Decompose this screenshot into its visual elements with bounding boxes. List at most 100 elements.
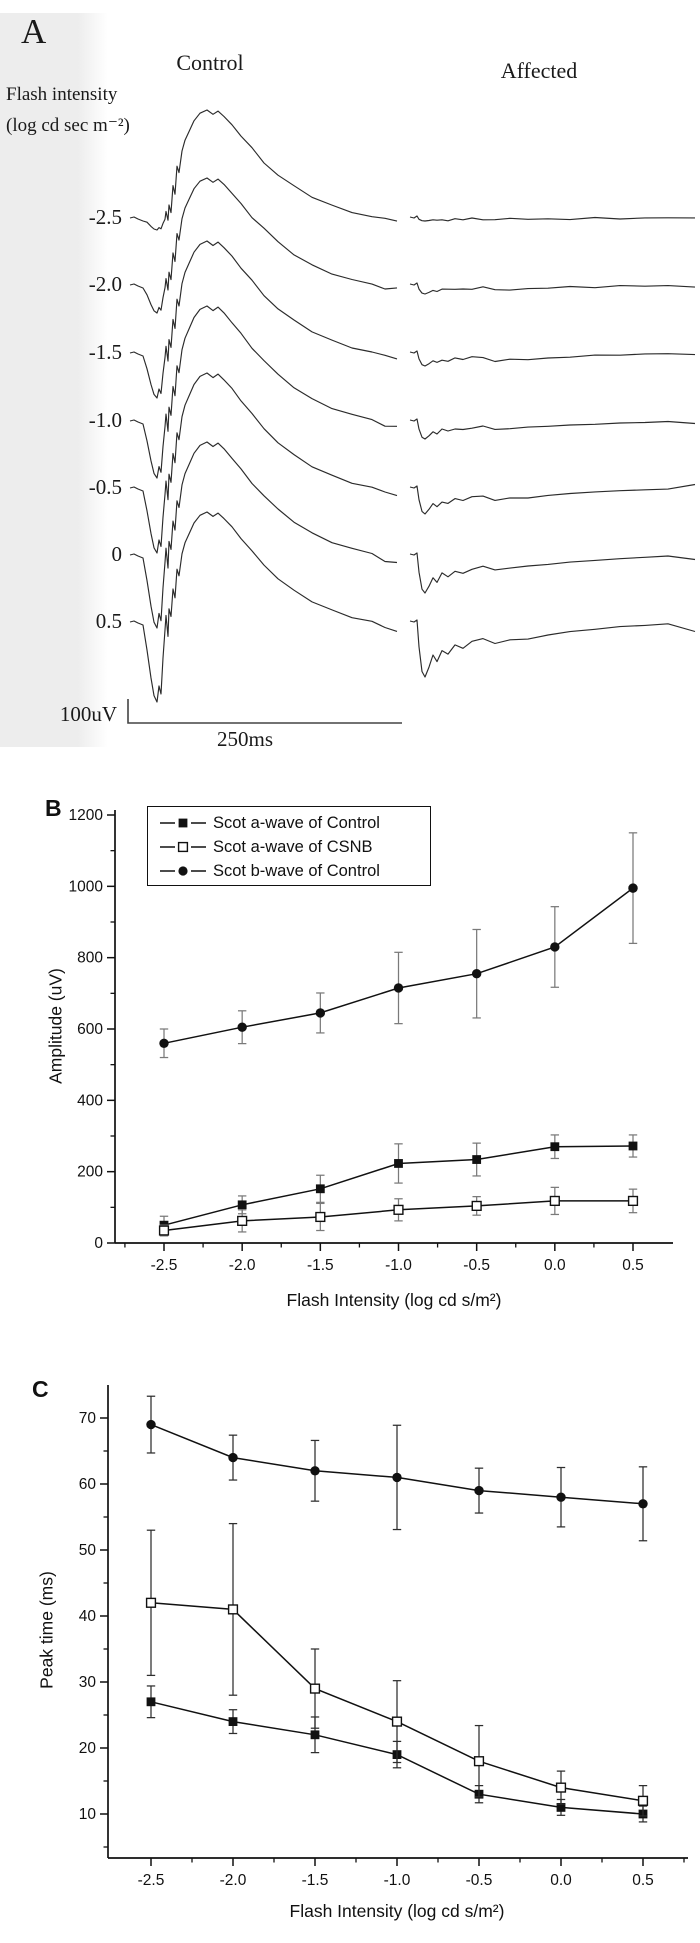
- control-trace-0: [129, 441, 398, 629]
- marker-filled-square: [228, 1717, 238, 1726]
- panel-b-label: B: [45, 795, 62, 821]
- marker-open-square: [158, 1225, 170, 1236]
- y-tick-label: 40: [79, 1608, 97, 1625]
- marker-open-square: [315, 1211, 326, 1223]
- x-tick-label: 0.0: [544, 1257, 566, 1274]
- marker-filled-circle: [228, 1452, 238, 1463]
- panel-c-y-axis-title: Peak time (ms): [36, 1571, 57, 1689]
- y-tick-label: 20: [79, 1740, 97, 1757]
- flash-intensity-row-label: -2.0: [88, 272, 122, 296]
- affected-column-title: Affected: [500, 58, 578, 83]
- control-trace--1.5: [129, 240, 398, 399]
- marker-open-square: [237, 1215, 248, 1226]
- marker-open-square: [549, 1195, 560, 1207]
- scale-bar: [127, 699, 402, 724]
- marker-filled-circle: [393, 983, 404, 993]
- flash-intensity-label-line1: Flash intensity: [6, 84, 118, 105]
- affected-trace--1.0: [409, 418, 696, 440]
- flash-intensity-row-label: -0.5: [88, 475, 122, 499]
- x-tick-label: -0.5: [463, 1257, 490, 1274]
- y-tick-label: 800: [77, 950, 103, 967]
- panel-b-legend: Scot a-wave of Control Scot a-wave of CSN…: [147, 806, 431, 886]
- x-tick-label: -1.0: [385, 1257, 412, 1274]
- marker-open-square: [471, 1200, 482, 1212]
- x-tick-label: -0.5: [466, 1872, 493, 1889]
- affected-trace--1.5: [409, 350, 696, 367]
- x-tick-label: 0.5: [622, 1257, 644, 1274]
- marker-filled-circle: [474, 1485, 484, 1496]
- legend-entry: Scot a-wave of Control: [160, 811, 430, 835]
- x-tick-label: -1.5: [307, 1257, 334, 1274]
- panel-c-label: C: [32, 1376, 49, 1402]
- flash-intensity-row-label: 0.5: [95, 609, 122, 633]
- marker-filled-circle: [159, 1038, 169, 1048]
- legend-entry: Scot b-wave of Control: [160, 859, 430, 883]
- legend-marker-filled-circle: [178, 866, 188, 876]
- marker-filled-square: [315, 1184, 325, 1194]
- affected-trace--0.5: [409, 483, 696, 515]
- marker-filled-circle: [310, 1466, 320, 1476]
- panel-a-gray-band: [0, 13, 108, 747]
- legend-marker-glyph: [160, 818, 206, 828]
- panel-a-traces-canvas: [127, 109, 696, 724]
- marker-filled-circle: [550, 942, 560, 952]
- affected-trace--2.5: [409, 215, 696, 222]
- voltage-scale-label: 100uV: [59, 702, 117, 726]
- x-tick-label: -2.5: [151, 1257, 178, 1274]
- marker-filled-square: [472, 1155, 482, 1164]
- affected-trace--2.0: [409, 282, 696, 295]
- x-tick-label: -2.0: [220, 1872, 247, 1889]
- panel-a-label: A: [21, 12, 47, 51]
- panel-c-chart-canvas: -2.5 -2.0 -1.5 -1.0 -0.5 0.0 0.5 10 20 30 40 50 60 70: [79, 1385, 688, 1889]
- marker-filled-circle: [471, 969, 482, 979]
- affected-trace-0.5: [409, 619, 696, 678]
- affected-trace-0: [409, 552, 696, 594]
- y-tick-label: 50: [79, 1542, 97, 1559]
- marker-open-square: [627, 1195, 639, 1207]
- legend-marker-filled-square: [178, 818, 188, 828]
- y-tick-label: 60: [79, 1476, 97, 1493]
- marker-filled-circle: [628, 883, 638, 893]
- marker-filled-circle: [237, 1022, 247, 1032]
- marker-filled-square: [556, 1803, 566, 1812]
- y-tick-label: 0: [94, 1235, 103, 1252]
- panel-c-x-axis-title: Flash Intensity (log cd s/m²): [289, 1901, 505, 1921]
- x-tick-label: 0.5: [632, 1872, 654, 1889]
- flash-intensity-row-label: -2.5: [88, 205, 122, 229]
- marker-filled-circle: [392, 1472, 402, 1483]
- marker-filled-square: [310, 1730, 320, 1740]
- flash-intensity-row-label: -1.5: [88, 340, 122, 364]
- legend-marker-glyph: [160, 841, 206, 853]
- marker-open-square: [637, 1795, 649, 1806]
- marker-filled-square: [550, 1142, 560, 1152]
- control-trace--2.5: [129, 109, 398, 231]
- x-tick-label: 0.0: [550, 1872, 572, 1889]
- marker-filled-square: [146, 1697, 156, 1707]
- control-column-title: Control: [176, 50, 244, 75]
- y-tick-label: 200: [77, 1164, 103, 1181]
- marker-filled-square: [394, 1159, 403, 1168]
- marker-open-square: [145, 1597, 157, 1608]
- marker-open-square: [473, 1756, 485, 1767]
- x-tick-label: -2.5: [138, 1872, 165, 1889]
- marker-filled-circle: [638, 1499, 648, 1509]
- marker-filled-square: [237, 1200, 247, 1210]
- marker-filled-square: [628, 1141, 638, 1151]
- y-tick-label: 10: [79, 1806, 97, 1823]
- x-tick-label: -1.0: [384, 1872, 411, 1889]
- legend-label: Scot a-wave of Control: [213, 813, 380, 832]
- marker-open-square: [309, 1683, 321, 1694]
- x-tick-label: -2.0: [229, 1257, 256, 1274]
- control-trace--2.0: [129, 177, 398, 314]
- marker-open-square: [393, 1204, 404, 1215]
- legend-marker-open-square: [177, 841, 189, 853]
- y-tick-label: 400: [77, 1092, 103, 1109]
- y-tick-label: 600: [77, 1021, 103, 1038]
- panel-b-y-axis-title: Amplitude (uV): [45, 968, 66, 1084]
- marker-open-square: [227, 1604, 239, 1615]
- panel-b-chart-canvas: -2.5 -2.0 -1.5 -1.0 -0.5 0.0 0.5 0 200 400 600 800 1…: [69, 807, 673, 1274]
- y-tick-label: 1200: [69, 807, 104, 824]
- legend-label: Scot b-wave of Control: [213, 861, 380, 880]
- legend-marker-glyph: [160, 866, 206, 876]
- marker-open-square: [555, 1782, 567, 1793]
